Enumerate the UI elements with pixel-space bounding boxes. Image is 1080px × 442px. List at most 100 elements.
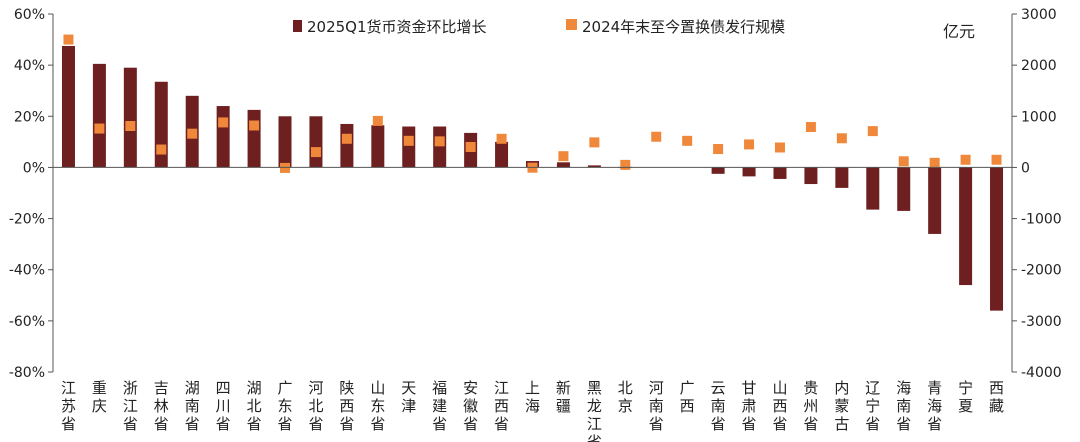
marker-广东省 <box>280 162 291 173</box>
marker-甘肃省 <box>744 139 755 150</box>
category-label-广西: 广西 <box>680 379 695 415</box>
category-label-湖北省: 湖北省 <box>247 379 262 433</box>
marker-山东省 <box>372 115 383 126</box>
marker-宁夏 <box>960 154 971 165</box>
marker-天津 <box>403 135 414 146</box>
category-label-河南省: 河南省 <box>649 379 664 433</box>
bar-江苏省 <box>61 45 75 168</box>
chart-axes <box>52 14 1013 372</box>
category-label-山东省: 山东省 <box>370 379 385 433</box>
category-label-安徽省: 安徽省 <box>463 379 478 433</box>
category-label-北京: 北京 <box>618 379 633 415</box>
marker-新疆 <box>558 151 569 162</box>
marker-山西省 <box>774 142 785 153</box>
marker-浙江省 <box>125 121 136 132</box>
marker-西藏 <box>991 154 1002 165</box>
bar-河北省 <box>309 116 323 168</box>
right-tick-label: -2000 <box>1021 263 1062 279</box>
bar-四川省 <box>216 106 230 168</box>
marker-海南省 <box>898 156 909 167</box>
bar-西藏 <box>990 167 1004 311</box>
category-label-新疆: 新疆 <box>556 379 571 415</box>
bar-陕西省 <box>340 123 354 168</box>
category-label-上海: 上海 <box>525 379 540 415</box>
category-label-广东省: 广东省 <box>278 379 293 433</box>
marker-北京 <box>620 159 631 170</box>
category-label-山西省: 山西省 <box>772 379 787 433</box>
category-label-重庆: 重庆 <box>92 379 107 415</box>
bar-甘肃省 <box>742 167 756 177</box>
marker-黑龙江省 <box>589 137 600 148</box>
left-tick-label: 40% <box>14 58 45 74</box>
marker-安徽省 <box>465 141 476 152</box>
right-tick-label: 2000 <box>1021 58 1057 74</box>
right-tick-label: 1000 <box>1021 109 1057 125</box>
right-tick-label: -1000 <box>1021 212 1062 228</box>
marker-辽宁省 <box>867 126 878 137</box>
bar-重庆 <box>92 63 106 168</box>
category-label-湖南省: 湖南省 <box>185 379 200 433</box>
category-label-宁夏: 宁夏 <box>958 379 973 415</box>
chart-legend: 2025Q1货币资金环比增长 2024年末至今置换债发行规模 <box>293 18 785 36</box>
bar-福建省 <box>433 126 447 168</box>
category-label-河北省: 河北省 <box>308 379 323 433</box>
bar-海南省 <box>897 167 911 211</box>
bar-湖北省 <box>247 109 261 168</box>
category-label-福建省: 福建省 <box>432 379 447 433</box>
right-tick-label: 0 <box>1021 160 1030 176</box>
category-label-四川省: 四川省 <box>216 379 231 433</box>
category-label-海南省: 海南省 <box>896 379 911 433</box>
bar-series <box>61 45 1004 311</box>
right-tick-label: -3000 <box>1021 314 1062 330</box>
category-label-陕西省: 陕西省 <box>339 379 354 433</box>
right-tick-label: -4000 <box>1021 365 1062 381</box>
marker-内蒙古 <box>836 133 847 144</box>
legend-swatch-bar <box>293 20 302 32</box>
category-label-青海省: 青海省 <box>927 379 942 433</box>
category-label-江西省: 江西省 <box>494 379 509 433</box>
right-axis-ticks: 3000 2000 1000 0 -1000 -2000 -3000 -4000 <box>1012 7 1062 381</box>
marker-江苏省 <box>63 34 74 45</box>
bar-广东省 <box>278 116 292 168</box>
right-tick-label: 3000 <box>1021 7 1057 23</box>
category-label-西藏: 西藏 <box>989 379 1004 415</box>
bar-浙江省 <box>123 67 137 168</box>
marker-河北省 <box>310 147 321 158</box>
marker-series <box>63 34 1002 173</box>
left-tick-label: -40% <box>9 263 45 279</box>
marker-云南省 <box>713 144 724 155</box>
bar-宁夏 <box>959 167 973 286</box>
category-label-天津: 天津 <box>401 379 416 415</box>
marker-江西省 <box>496 133 507 144</box>
bar-内蒙古 <box>835 167 849 188</box>
category-label-江苏省: 江苏省 <box>61 379 76 433</box>
category-label-甘肃省: 甘肃省 <box>742 379 757 433</box>
marker-贵州省 <box>805 122 816 133</box>
marker-重庆 <box>94 123 105 134</box>
bar-山东省 <box>371 125 385 168</box>
category-label-云南省: 云南省 <box>711 379 726 433</box>
marker-青海省 <box>929 157 940 168</box>
bar-青海省 <box>928 167 942 234</box>
bar-山西省 <box>773 167 787 179</box>
marker-陕西省 <box>341 133 352 144</box>
category-label-贵州省: 贵州省 <box>803 379 818 433</box>
bar-天津 <box>402 126 416 168</box>
category-label-辽宁省: 辽宁省 <box>865 379 880 433</box>
category-label-黑龙江省: 黑龙江省 <box>587 379 602 442</box>
left-tick-label: 20% <box>14 109 45 125</box>
left-tick-label: 60% <box>14 7 45 23</box>
category-label-内蒙古: 内蒙古 <box>834 379 849 433</box>
left-tick-label: 0% <box>23 160 45 176</box>
marker-湖北省 <box>249 120 260 131</box>
marker-福建省 <box>434 136 445 147</box>
left-tick-label: -80% <box>9 365 45 381</box>
left-tick-label: -60% <box>9 314 45 330</box>
bar-江西省 <box>495 141 509 168</box>
bar-辽宁省 <box>866 167 880 210</box>
bar-贵州省 <box>804 167 818 185</box>
right-axis-unit: 亿元 <box>943 22 975 41</box>
category-label-浙江省: 浙江省 <box>123 379 138 433</box>
